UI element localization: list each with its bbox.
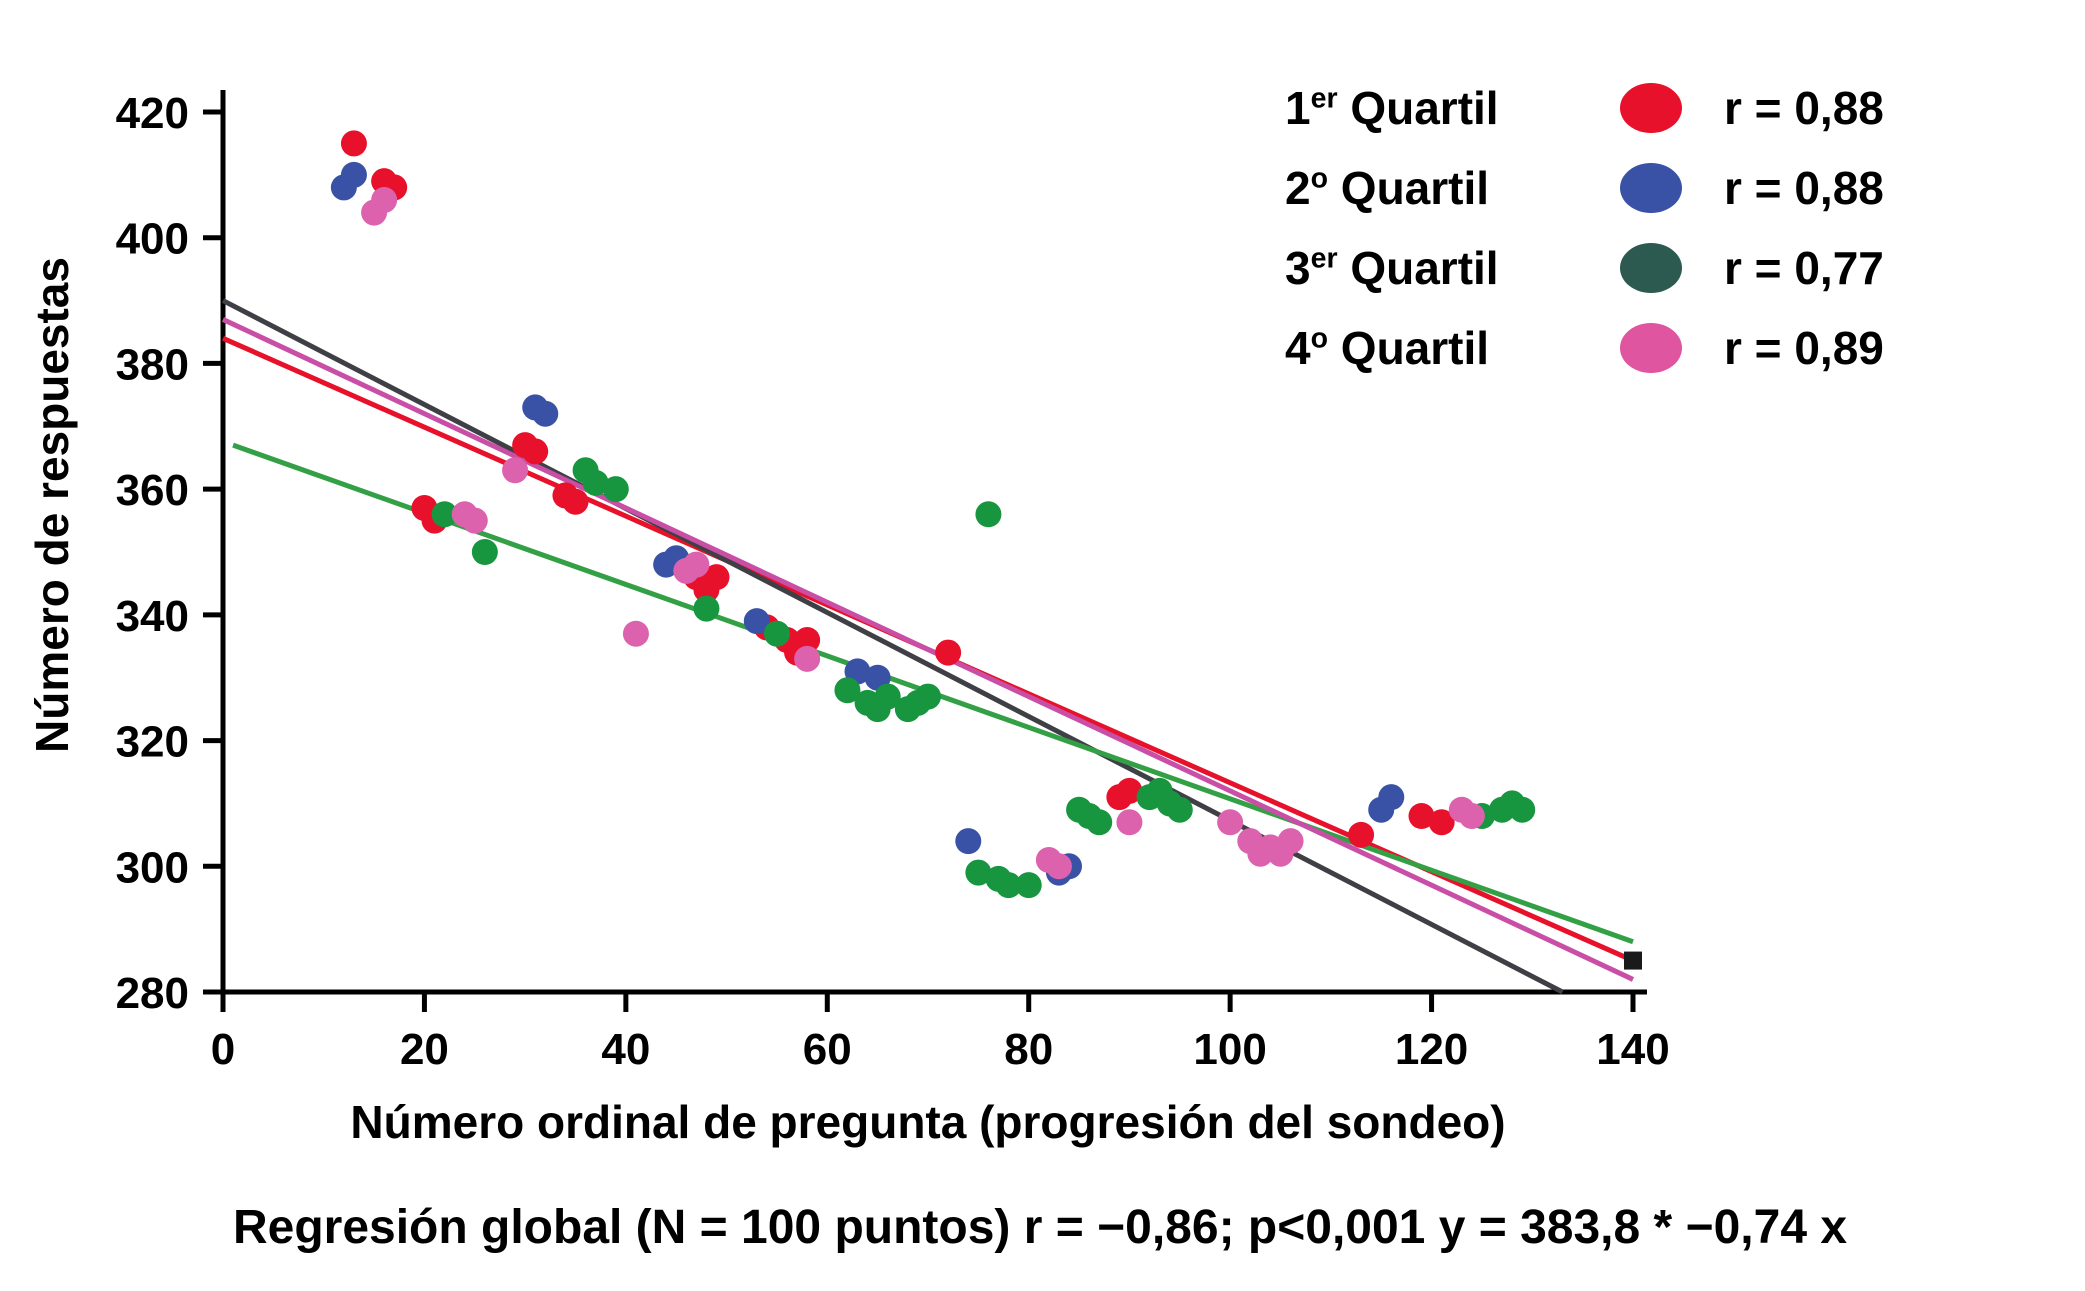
data-point: [602, 476, 629, 503]
data-point: [340, 161, 367, 188]
data-point: [1015, 872, 1042, 899]
x-tick-label: 40: [601, 1025, 650, 1074]
data-point: [763, 620, 790, 647]
data-point: [1086, 809, 1113, 836]
end-marker: [1624, 951, 1642, 970]
legend-color-swatch: [1620, 323, 1682, 373]
data-point: [743, 608, 770, 635]
data-point: [794, 645, 821, 672]
data-point: [622, 620, 649, 647]
data-point: [562, 488, 589, 515]
data-point: [1116, 809, 1143, 836]
data-point: [582, 469, 609, 496]
y-axis-title: Número de respuestas: [26, 257, 78, 753]
legend-label: 2o Quartil: [1285, 162, 1490, 214]
data-point: [461, 507, 488, 534]
legend-r-value: r = 0,88: [1724, 82, 1884, 134]
data-point: [693, 595, 720, 622]
y-tick-label: 320: [116, 718, 189, 767]
legend-item: 4o Quartil r = 0,89: [1285, 308, 1884, 388]
legend-item: 3er Quartil r = 0,77: [1285, 228, 1884, 308]
legend-color-swatch: [1620, 163, 1682, 213]
x-axis-title: Número ordinal de pregunta (progresión d…: [350, 1096, 1506, 1148]
data-point: [834, 677, 861, 704]
y-tick-label: 280: [116, 969, 189, 1018]
legend-item: 1er Quartil r = 0,88: [1285, 68, 1884, 148]
y-tick-label: 340: [116, 592, 189, 641]
data-point: [1277, 828, 1304, 855]
x-tick-label: 80: [1004, 1025, 1053, 1074]
legend-color-swatch: [1620, 83, 1682, 133]
data-point: [683, 551, 710, 578]
data-point: [1348, 821, 1375, 848]
data-point: [1217, 809, 1244, 836]
legend-item: 2o Quartil r = 0,88: [1285, 148, 1884, 228]
legend-color-swatch: [1620, 243, 1682, 293]
data-point: [995, 872, 1022, 899]
data-point: [874, 683, 901, 710]
legend-r-value: r = 0,89: [1724, 322, 1884, 374]
x-tick-label: 60: [803, 1025, 852, 1074]
x-tick-label: 140: [1596, 1025, 1669, 1074]
x-tick-label: 20: [400, 1025, 449, 1074]
data-point: [1116, 777, 1143, 804]
data-point: [431, 501, 458, 528]
data-point: [522, 438, 549, 465]
regression-line: [221, 298, 1564, 995]
data-point: [340, 130, 367, 157]
data-point: [935, 639, 962, 666]
y-tick-label: 420: [116, 89, 189, 138]
data-point: [1378, 784, 1405, 811]
data-point: [502, 457, 529, 484]
data-point: [532, 400, 559, 427]
data-point: [1408, 803, 1435, 829]
data-point: [955, 828, 982, 855]
data-point: [471, 539, 498, 565]
x-tick-label: 120: [1395, 1025, 1468, 1074]
data-point: [1509, 796, 1536, 823]
legend: 1er Quartil r = 0,88 2o Quartil r = 0,88 3er…: [1285, 68, 1884, 388]
data-point: [1428, 809, 1455, 836]
y-tick-label: 400: [116, 215, 189, 264]
data-point: [794, 627, 821, 653]
legend-label: 4o Quartil: [1285, 322, 1490, 374]
regression-line: [221, 317, 1635, 982]
data-point: [703, 564, 730, 591]
legend-label: 1er Quartil: [1285, 82, 1499, 134]
x-tick-label: 0: [211, 1025, 235, 1074]
y-tick-label: 360: [116, 466, 189, 515]
data-point: [915, 683, 941, 710]
data-point: [965, 859, 992, 886]
data-point: [1458, 803, 1485, 829]
x-tick-label: 100: [1193, 1025, 1266, 1074]
legend-r-value: r = 0,88: [1724, 162, 1884, 214]
legend-label: 3er Quartil: [1285, 242, 1499, 294]
y-tick-label: 300: [116, 843, 189, 892]
global-regression-caption: Regresión global (N = 100 puntos) r = −0…: [232, 1201, 1848, 1254]
legend-r-value: r = 0,77: [1724, 242, 1884, 294]
data-point: [1045, 853, 1072, 880]
data-point: [371, 187, 398, 213]
data-point: [1166, 796, 1193, 823]
legend-rows: 1er Quartil r = 0,88 2o Quartil r = 0,88 3er…: [1285, 68, 1884, 388]
y-tick-label: 380: [116, 340, 189, 389]
data-point: [975, 501, 1002, 528]
